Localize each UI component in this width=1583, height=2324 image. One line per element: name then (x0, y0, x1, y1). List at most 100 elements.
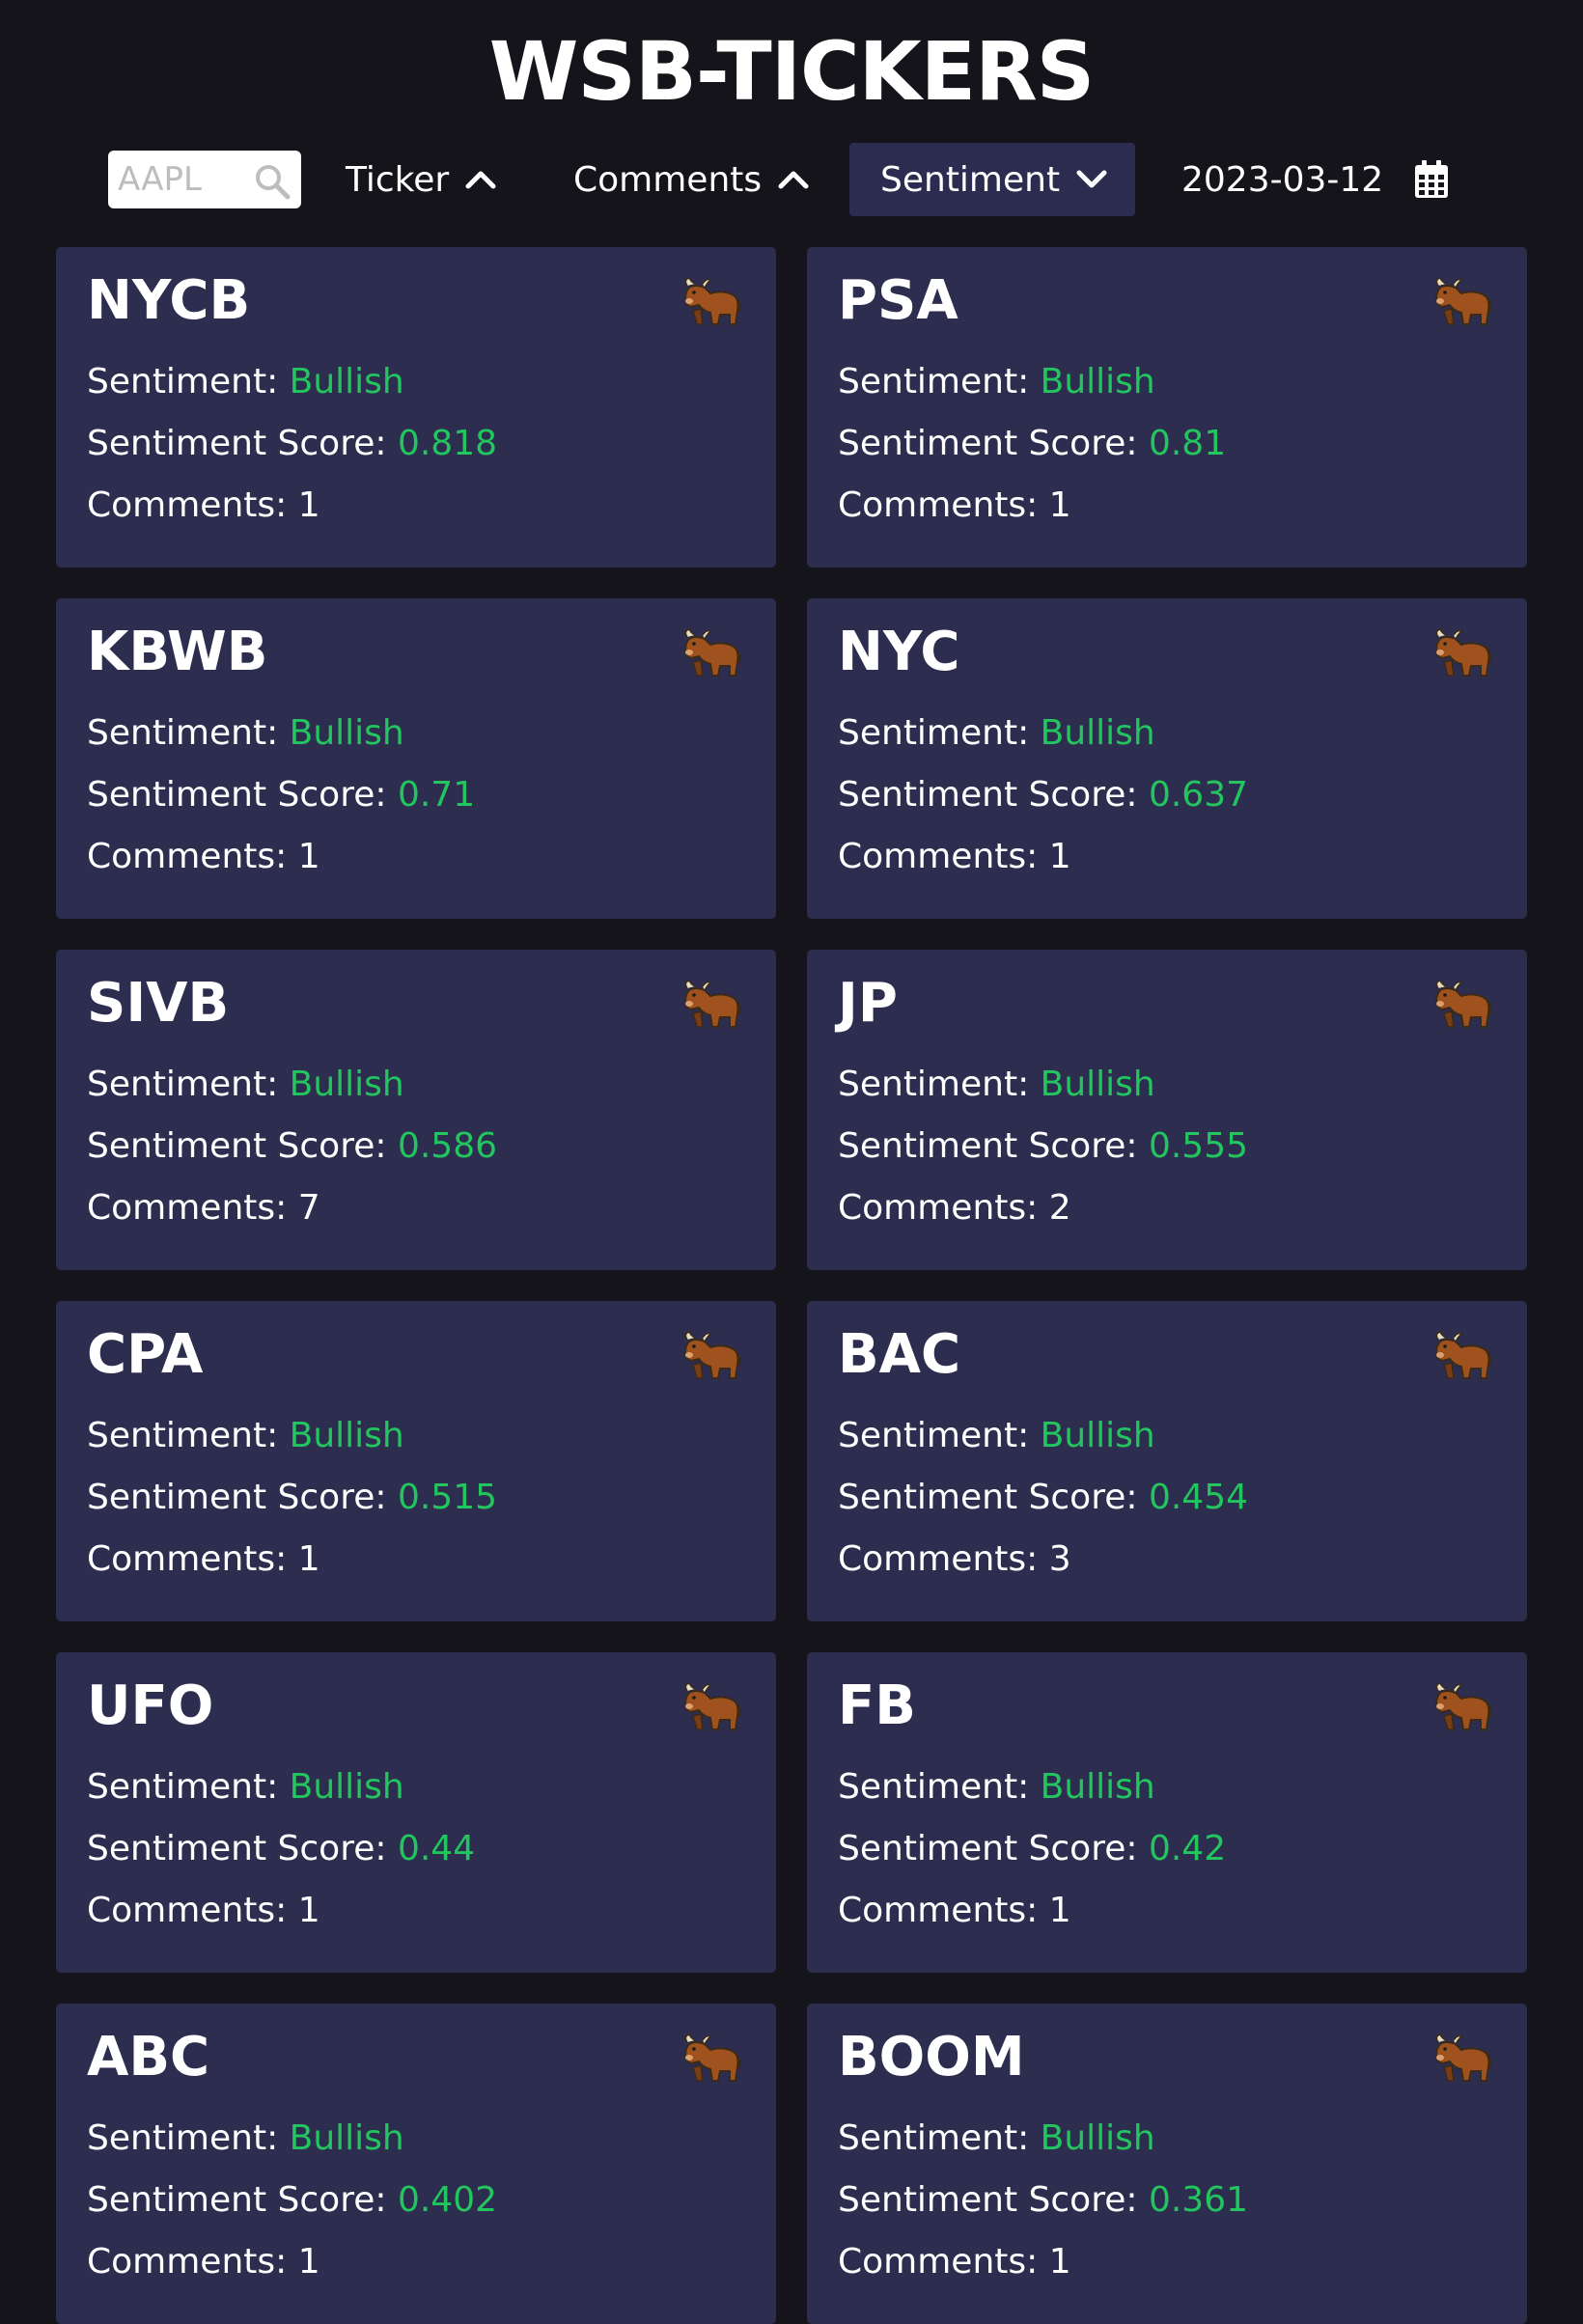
sentiment-row: Sentiment: Bullish (838, 361, 1155, 403)
sort-ticker-button[interactable]: Ticker (346, 143, 497, 216)
bull-icon (1434, 1331, 1492, 1379)
search-box[interactable] (108, 151, 301, 208)
sort-sentiment-button[interactable]: Sentiment (849, 143, 1135, 216)
sentiment-row: Sentiment: Bullish (838, 712, 1155, 755)
toolbar: Ticker Comments Sentiment 2023-03-12 (0, 143, 1583, 216)
sentiment-label: Sentiment: (87, 713, 290, 753)
ticker-symbol: FB (838, 1674, 916, 1737)
sentiment-score-label: Sentiment Score: (87, 1478, 398, 1517)
comments-label: Comments: (87, 1188, 298, 1228)
comments-row: Comments: 1 (838, 836, 1071, 878)
sentiment-score-value: 0.361 (1148, 2180, 1248, 2220)
comments-label: Comments: (838, 1891, 1049, 1930)
sentiment-row: Sentiment: Bullish (87, 2117, 404, 2160)
search-icon[interactable] (253, 162, 292, 201)
comments-label: Comments: (87, 485, 298, 525)
comments-value: 2 (1048, 1188, 1071, 1228)
comments-row: Comments: 1 (87, 1538, 320, 1581)
sentiment-value: Bullish (289, 2118, 404, 2158)
sentiment-value: Bullish (1040, 2118, 1155, 2158)
sentiment-label: Sentiment: (838, 1767, 1041, 1807)
sentiment-label: Sentiment: (838, 1416, 1041, 1455)
sentiment-score-label: Sentiment Score: (838, 2180, 1149, 2220)
sentiment-row: Sentiment: Bullish (838, 2117, 1155, 2160)
sentiment-row: Sentiment: Bullish (87, 1415, 404, 1457)
bull-icon (683, 1331, 741, 1379)
sentiment-label: Sentiment: (87, 1065, 290, 1104)
sentiment-score-label: Sentiment Score: (838, 1829, 1149, 1868)
ticker-card[interactable]: BAC Sentiment: Bullish Sentiment Score: 0.… (807, 1301, 1527, 1621)
sentiment-row: Sentiment: Bullish (838, 1415, 1155, 1457)
sentiment-label: Sentiment: (838, 1065, 1041, 1104)
comments-row: Comments: 1 (87, 1890, 320, 1932)
ticker-card[interactable]: ABC Sentiment: Bullish Sentiment Score: 0.… (56, 2004, 776, 2324)
sentiment-label: Sentiment: (838, 362, 1041, 401)
bull-icon (1434, 277, 1492, 325)
sort-ticker-label: Ticker (346, 159, 450, 200)
comments-value: 1 (297, 485, 320, 525)
sentiment-score-row: Sentiment Score: 0.81 (838, 423, 1226, 465)
sentiment-value: Bullish (289, 1767, 404, 1807)
comments-value: 1 (1048, 1891, 1071, 1930)
comments-row: Comments: 1 (838, 484, 1071, 527)
calendar-icon (1415, 160, 1449, 198)
sentiment-score-row: Sentiment Score: 0.637 (838, 774, 1248, 816)
ticker-card[interactable]: UFO Sentiment: Bullish Sentiment Score: 0.… (56, 1652, 776, 1973)
sentiment-score-row: Sentiment Score: 0.361 (838, 2179, 1248, 2222)
sentiment-score-row: Sentiment Score: 0.555 (838, 1125, 1248, 1168)
ticker-symbol: PSA (838, 269, 958, 332)
ticker-symbol: BOOM (838, 2026, 1025, 2089)
bull-icon (1434, 980, 1492, 1028)
date-picker-button[interactable]: 2023-03-12 (1181, 143, 1449, 216)
comments-row: Comments: 3 (838, 1538, 1071, 1581)
comments-label: Comments: (87, 837, 298, 876)
sentiment-label: Sentiment: (838, 713, 1041, 753)
chevron-up-icon (778, 171, 809, 189)
bull-icon (683, 980, 741, 1028)
sentiment-score-row: Sentiment Score: 0.42 (838, 1828, 1226, 1870)
sentiment-row: Sentiment: Bullish (87, 1064, 404, 1106)
sentiment-score-label: Sentiment Score: (838, 1126, 1149, 1166)
sort-comments-label: Comments (573, 159, 763, 200)
ticker-card[interactable]: FB Sentiment: Bullish Sentiment Score: 0.4… (807, 1652, 1527, 1973)
bull-icon (683, 1682, 741, 1730)
sentiment-value: Bullish (1040, 713, 1155, 753)
comments-label: Comments: (838, 2242, 1049, 2282)
sentiment-score-row: Sentiment Score: 0.454 (838, 1477, 1248, 1519)
ticker-card[interactable]: BOOM Sentiment: Bullish Sentiment Score: 0… (807, 2004, 1527, 2324)
sentiment-value: Bullish (289, 1065, 404, 1104)
bull-icon (1434, 628, 1492, 677)
comments-label: Comments: (838, 1539, 1049, 1579)
bull-icon (683, 628, 741, 677)
ticker-symbol: NYC (838, 621, 960, 683)
comments-value: 1 (297, 1539, 320, 1579)
sentiment-score-value: 0.71 (397, 775, 476, 815)
sentiment-value: Bullish (1040, 1065, 1155, 1104)
sentiment-value: Bullish (1040, 1416, 1155, 1455)
sentiment-score-row: Sentiment Score: 0.818 (87, 423, 497, 465)
sentiment-score-label: Sentiment Score: (87, 2180, 398, 2220)
sentiment-score-row: Sentiment Score: 0.44 (87, 1828, 475, 1870)
ticker-card[interactable]: SIVB Sentiment: Bullish Sentiment Score: 0… (56, 950, 776, 1270)
ticker-symbol: NYCB (87, 269, 251, 332)
sentiment-label: Sentiment: (87, 362, 290, 401)
ticker-card[interactable]: KBWB Sentiment: Bullish Sentiment Score: 0… (56, 598, 776, 919)
sentiment-score-label: Sentiment Score: (87, 424, 398, 463)
sentiment-label: Sentiment: (838, 2118, 1041, 2158)
ticker-card[interactable]: JP Sentiment: Bullish Sentiment Score: 0.5… (807, 950, 1527, 1270)
ticker-card[interactable]: CPA Sentiment: Bullish Sentiment Score: 0.… (56, 1301, 776, 1621)
sort-comments-button[interactable]: Comments (573, 143, 810, 216)
comments-row: Comments: 2 (838, 1187, 1071, 1230)
sentiment-row: Sentiment: Bullish (87, 712, 404, 755)
ticker-card[interactable]: NYC Sentiment: Bullish Sentiment Score: 0.… (807, 598, 1527, 919)
sentiment-label: Sentiment: (87, 1416, 290, 1455)
ticker-card[interactable]: NYCB Sentiment: Bullish Sentiment Score: 0… (56, 247, 776, 567)
sentiment-score-value: 0.402 (397, 2180, 497, 2220)
search-input[interactable] (118, 158, 237, 201)
chevron-down-icon (1076, 170, 1107, 188)
ticker-card[interactable]: PSA Sentiment: Bullish Sentiment Score: 0.… (807, 247, 1527, 567)
comments-label: Comments: (838, 837, 1049, 876)
sentiment-score-value: 0.81 (1148, 424, 1227, 463)
sentiment-score-label: Sentiment Score: (87, 1829, 398, 1868)
sentiment-row: Sentiment: Bullish (87, 361, 404, 403)
